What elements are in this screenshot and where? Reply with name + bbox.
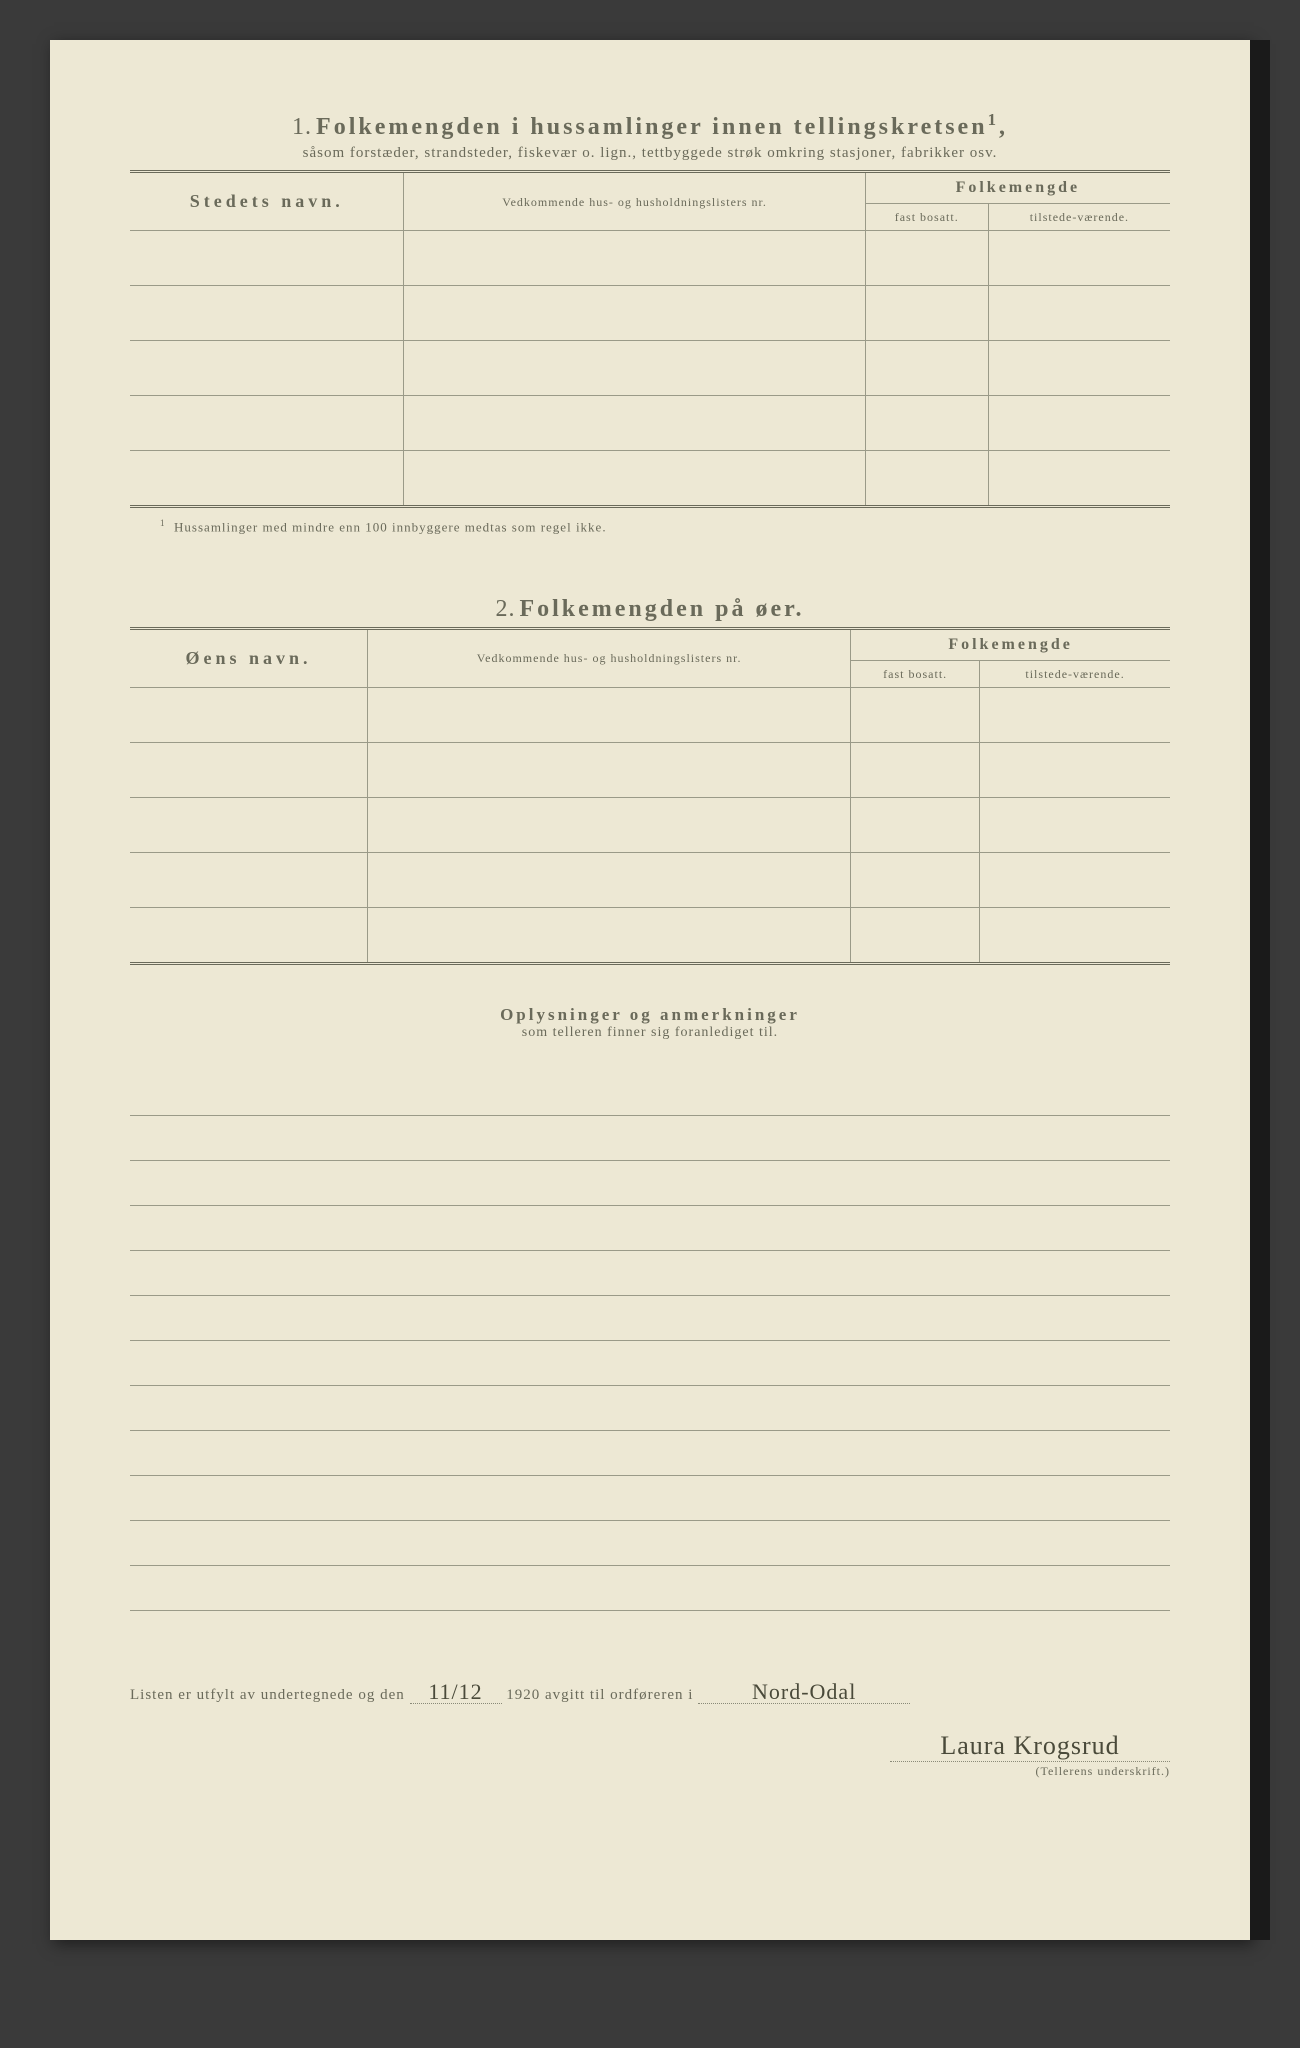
section1-number: 1. (292, 114, 312, 140)
table-row (130, 286, 1170, 341)
notes-title: Oplysninger og anmerkninger (130, 1005, 1170, 1025)
col-oens-navn: Øens navn. (130, 628, 368, 687)
table-row (130, 743, 1170, 798)
notes-subtitle: som telleren finner sig foranlediget til… (130, 1025, 1170, 1041)
section2-number: 2. (495, 596, 515, 622)
col-fast: fast bosatt. (865, 204, 988, 231)
section2-title: Folkemengden på øer. (519, 596, 804, 622)
signature-block: Listen er utfylt av undertegnede og den … (130, 1681, 1170, 1801)
sig-name-block: Laura Krogsrud (Tellerens underskrift.) (890, 1731, 1170, 1779)
col-lists: Vedkommende hus- og husholdningslisters … (404, 172, 865, 231)
table-row (130, 396, 1170, 451)
sig-name: Laura Krogsrud (890, 1731, 1170, 1762)
sig-caption: (Tellerens underskrift.) (890, 1764, 1170, 1779)
sig-year: 1920 (506, 1687, 540, 1703)
ruled-line (130, 1386, 1170, 1431)
ruled-line (130, 1341, 1170, 1386)
section1-table: Stedets navn. Vedkommende hus- og hushol… (130, 170, 1170, 508)
col-fast-2: fast bosatt. (851, 660, 980, 687)
table-row (130, 853, 1170, 908)
table-row (130, 451, 1170, 507)
table-row (130, 908, 1170, 964)
ruled-line (130, 1521, 1170, 1566)
section2-table: Øens navn. Vedkommende hus- og husholdni… (130, 627, 1170, 965)
section1-footnote: 1 Hussamlinger med mindre enn 100 innbyg… (160, 518, 1170, 535)
section1-title: Folkemengden i hussamlinger innen tellin… (316, 114, 1008, 140)
census-form-page: 1. Folkemengden i hussamlinger innen tel… (50, 40, 1250, 1940)
table-row (130, 231, 1170, 286)
ruled-line (130, 1431, 1170, 1476)
ruled-line (130, 1476, 1170, 1521)
notes-heading: Oplysninger og anmerkninger som telleren… (130, 1005, 1170, 1041)
section1-subtitle: såsom forstæder, strandsteder, fiskevær … (130, 145, 1170, 162)
col-folkemengde: Folkemengde (865, 172, 1170, 204)
ruled-line (130, 1116, 1170, 1161)
table-row (130, 798, 1170, 853)
ruled-line (130, 1206, 1170, 1251)
sig-middle: avgitt til ordføreren i (545, 1687, 693, 1703)
ruled-line (130, 1296, 1170, 1341)
table-row (130, 341, 1170, 396)
sig-prefix: Listen er utfylt av undertegnede og den (130, 1687, 405, 1703)
col-tilstede: tilstede-værende. (988, 204, 1170, 231)
col-folkemengde-2: Folkemengde (851, 628, 1170, 660)
ruled-line (130, 1161, 1170, 1206)
section1-heading: 1. Folkemengden i hussamlinger innen tel… (130, 110, 1170, 141)
sig-place: Nord-Odal (698, 1681, 910, 1704)
sig-date: 11/12 (410, 1681, 502, 1704)
col-stedets-navn: Stedets navn. (130, 172, 404, 231)
table-row (130, 688, 1170, 743)
ruled-line (130, 1566, 1170, 1611)
ruled-line (130, 1251, 1170, 1296)
section2-body (130, 688, 1170, 964)
ruled-line (130, 1071, 1170, 1116)
section2-heading: 2. Folkemengden på øer. (130, 596, 1170, 623)
col-tilstede-2: tilstede-værende. (980, 660, 1170, 687)
notes-lines (130, 1071, 1170, 1611)
binding-edge (1250, 40, 1270, 1940)
col-lists-2: Vedkommende hus- og husholdningslisters … (368, 628, 851, 687)
section1-body (130, 231, 1170, 507)
